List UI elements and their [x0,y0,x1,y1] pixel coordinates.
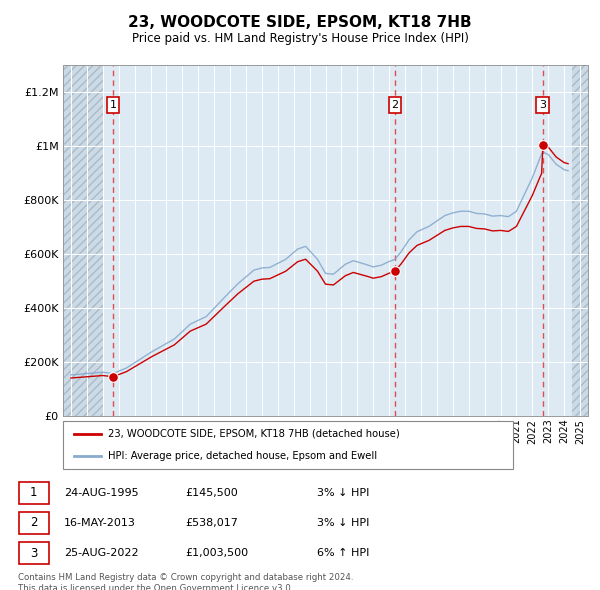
Text: 16-MAY-2013: 16-MAY-2013 [64,518,136,528]
Text: 6% ↑ HPI: 6% ↑ HPI [317,548,370,558]
Text: 2: 2 [391,100,398,110]
Text: £1,003,500: £1,003,500 [185,548,248,558]
Text: HPI: Average price, detached house, Epsom and Ewell: HPI: Average price, detached house, Epso… [108,451,377,461]
Bar [63,65,103,416]
Text: 3: 3 [539,100,546,110]
Text: 25-AUG-2022: 25-AUG-2022 [64,548,139,558]
Text: Price paid vs. HM Land Registry's House Price Index (HPI): Price paid vs. HM Land Registry's House … [131,32,469,45]
FancyBboxPatch shape [19,542,49,564]
Text: 3% ↓ HPI: 3% ↓ HPI [317,488,370,498]
Text: 1: 1 [30,486,38,499]
Text: 3% ↓ HPI: 3% ↓ HPI [317,518,370,528]
FancyBboxPatch shape [19,482,49,504]
Text: Contains HM Land Registry data © Crown copyright and database right 2024.
This d: Contains HM Land Registry data © Crown c… [18,573,353,590]
Text: £538,017: £538,017 [185,518,238,528]
FancyBboxPatch shape [19,512,49,534]
Bar [572,65,588,416]
Text: £145,500: £145,500 [185,488,238,498]
Text: 24-AUG-1995: 24-AUG-1995 [64,488,139,498]
Text: 1: 1 [110,100,116,110]
Text: 2: 2 [30,516,38,529]
Text: 3: 3 [30,547,38,560]
FancyBboxPatch shape [63,421,513,469]
Text: 23, WOODCOTE SIDE, EPSOM, KT18 7HB: 23, WOODCOTE SIDE, EPSOM, KT18 7HB [128,15,472,30]
Text: 23, WOODCOTE SIDE, EPSOM, KT18 7HB (detached house): 23, WOODCOTE SIDE, EPSOM, KT18 7HB (deta… [108,429,400,439]
